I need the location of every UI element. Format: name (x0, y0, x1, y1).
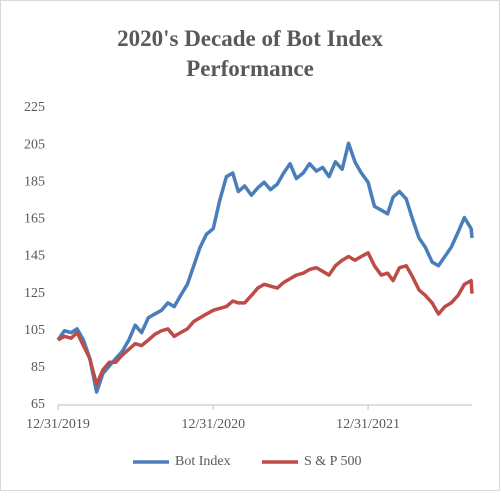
series-line (57, 251, 474, 387)
y-tick-label: 65 (31, 397, 45, 412)
y-tick-label: 185 (24, 174, 45, 189)
y-tick-label: 125 (24, 286, 45, 301)
legend-label: S & P 500 (304, 454, 361, 469)
x-tick-label: 12/31/2021 (336, 417, 400, 432)
y-tick-label: 105 (24, 323, 45, 338)
y-tick-label: 205 (24, 137, 45, 152)
x-tick-label: 12/31/2020 (181, 417, 245, 432)
y-tick-label: 225 (24, 100, 45, 115)
y-tick-label: 145 (24, 249, 45, 264)
series-line (56, 141, 474, 394)
legend-label: Bot Index (175, 454, 231, 469)
chart-title: 2020's Decade of Bot Index Performance (117, 26, 383, 81)
x-tick-label: 12/31/2019 (26, 417, 90, 432)
y-tick-label: 85 (31, 360, 45, 375)
y-tick-label: 165 (24, 212, 45, 227)
